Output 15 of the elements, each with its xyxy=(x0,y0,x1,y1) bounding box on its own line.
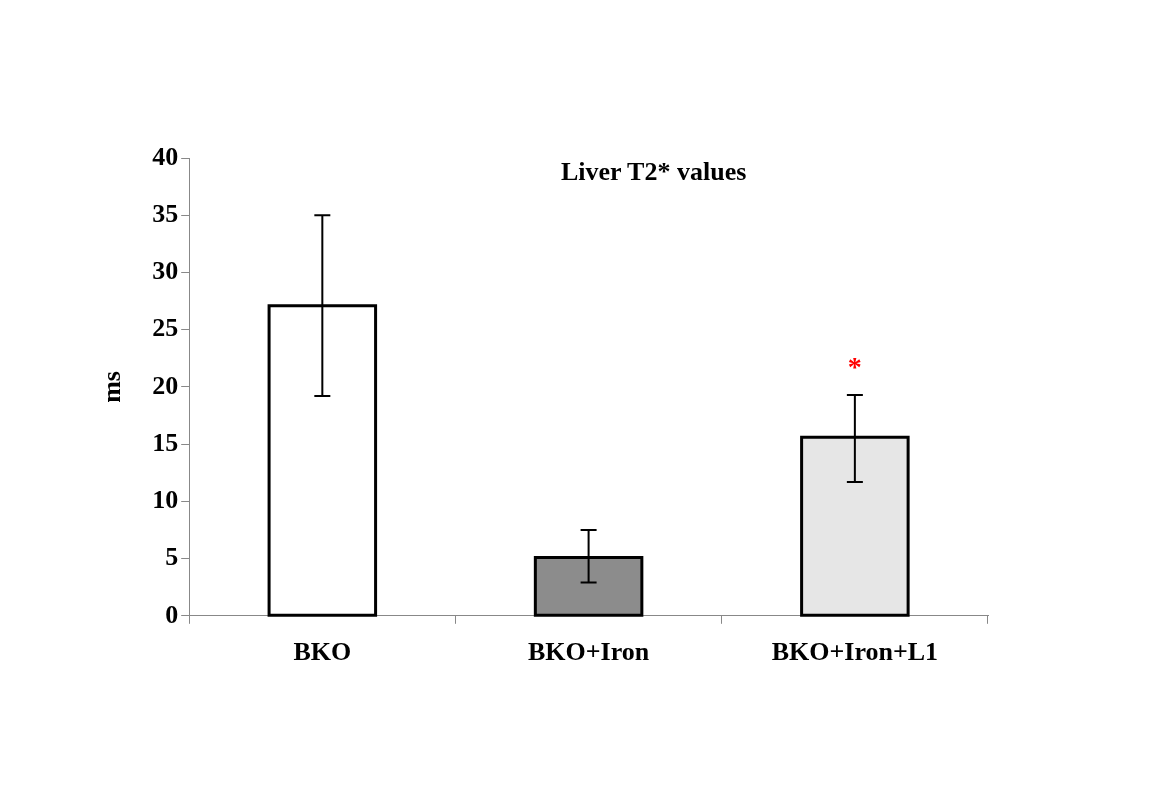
annotation: * xyxy=(847,350,862,382)
y-tick-label: 15 xyxy=(152,427,179,457)
y-tick-label: 5 xyxy=(165,542,179,572)
y-tick-label: 10 xyxy=(152,485,179,515)
y-tick-label: 30 xyxy=(152,256,179,286)
y-tick-label: 35 xyxy=(152,198,179,228)
y-axis-title: ms xyxy=(97,371,127,403)
y-tick-label: 20 xyxy=(152,370,179,400)
y-tick-label: 0 xyxy=(165,599,179,629)
chart-title: Liver T2* values xyxy=(560,156,747,186)
x-tick-label: BKO+Iron+L1 xyxy=(771,637,939,667)
x-tick-label: BKO xyxy=(293,637,352,667)
x-tick-label: BKO+Iron xyxy=(527,637,650,667)
y-tick-label: 25 xyxy=(152,313,179,343)
y-tick-label: 40 xyxy=(152,141,179,171)
